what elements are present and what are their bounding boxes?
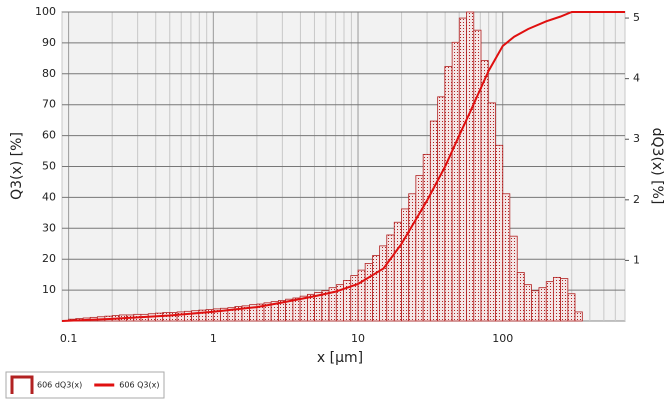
x-tick-label: 0.1	[60, 332, 78, 345]
histogram-bar	[538, 287, 547, 322]
y-tick-label: 20	[42, 252, 56, 265]
y-tick-label: 50	[42, 160, 56, 173]
histogram-bar	[437, 96, 446, 322]
histogram-bar	[495, 144, 504, 322]
y2-tick-label: 4	[633, 72, 640, 85]
legend-swatch	[10, 375, 34, 394]
histogram-bar	[552, 276, 561, 322]
histogram-bar	[458, 17, 467, 322]
histogram-bar	[516, 272, 525, 322]
histogram-bar	[560, 278, 569, 322]
y-tick-label: 70	[42, 98, 56, 111]
histogram-bar	[169, 312, 178, 322]
y2-axis-title: dQ3(x) [%]	[649, 128, 665, 205]
y2-tick-label: 5	[633, 11, 640, 24]
histogram-bar	[393, 221, 402, 322]
histogram-bar	[429, 120, 439, 322]
histogram-bar	[480, 60, 489, 322]
y-axis-title: Q3(x) [%]	[9, 132, 25, 200]
y-tick-label: 40	[42, 190, 56, 203]
histogram-bar	[372, 255, 381, 322]
histogram-bar	[502, 193, 511, 322]
x-tick-label: 100	[492, 332, 513, 345]
histogram-bar	[523, 284, 532, 322]
histogram-bar	[545, 281, 554, 322]
histogram-bar	[509, 235, 518, 322]
histogram-bar	[567, 293, 576, 322]
y-tick-label: 100	[35, 5, 56, 18]
histogram-bar	[451, 41, 460, 322]
histogram-bar	[415, 175, 424, 322]
histogram-bar	[487, 102, 496, 322]
y2-tick-label: 2	[633, 193, 640, 206]
histogram-bar	[531, 290, 540, 322]
x-axis-title: x [µm]	[317, 350, 363, 366]
histogram-bar	[444, 66, 453, 322]
y-tick-label: 90	[42, 36, 56, 49]
histogram-bar	[292, 297, 301, 322]
x-tick-label: 10	[351, 332, 365, 345]
histogram-bar	[473, 29, 482, 322]
y-tick-label: 10	[42, 283, 56, 296]
histogram-bar	[364, 263, 373, 322]
histogram-bar	[357, 269, 366, 322]
legend-label: 606 dQ3(x)	[37, 381, 82, 390]
histogram-bar	[386, 234, 395, 322]
histogram-bar	[379, 245, 388, 322]
y-tick-label: 60	[42, 129, 56, 142]
y2-tick-label: 3	[633, 132, 640, 145]
histogram-bar	[350, 275, 359, 322]
histogram-bar	[299, 295, 308, 322]
legend-label: 606 Q3(x)	[119, 381, 159, 390]
y-tick-label: 30	[42, 221, 56, 234]
histogram-bar	[176, 311, 185, 322]
histogram-bar	[422, 153, 431, 322]
histogram-bar	[466, 11, 475, 322]
histogram-bar	[574, 311, 583, 322]
histogram-bar	[401, 208, 410, 322]
x-tick-label: 1	[210, 332, 217, 345]
histogram-bar	[408, 193, 417, 322]
y-tick-label: 80	[42, 67, 56, 80]
y2-tick-label: 1	[633, 253, 640, 266]
line	[61, 11, 625, 322]
